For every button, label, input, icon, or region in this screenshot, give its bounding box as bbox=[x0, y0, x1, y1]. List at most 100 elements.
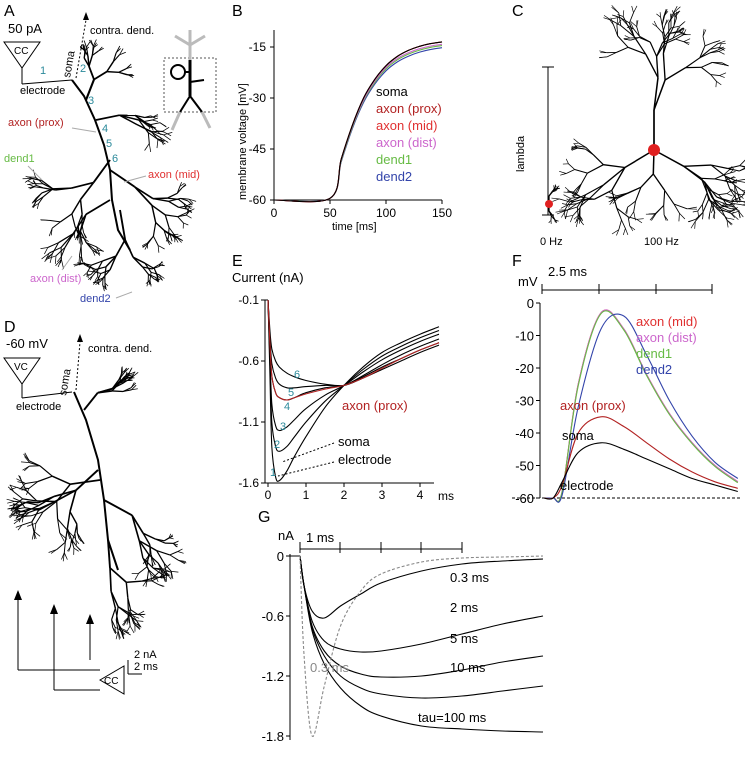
dendrite-branch bbox=[718, 209, 727, 219]
dendrite-branch bbox=[21, 517, 24, 523]
dendrite-branch bbox=[85, 199, 111, 216]
dendrite-branch bbox=[42, 500, 58, 513]
dendrite-branch bbox=[16, 478, 26, 484]
dendrite-branch bbox=[34, 186, 44, 189]
dendrite-branch bbox=[122, 629, 130, 634]
dendrite-branch bbox=[730, 171, 736, 174]
dendrite-branch bbox=[661, 24, 666, 38]
dendrite-branch bbox=[171, 571, 179, 573]
dendrite-branch bbox=[163, 134, 171, 141]
dendrite-branch bbox=[726, 219, 733, 225]
dendrite-branch bbox=[177, 216, 184, 224]
e-ytick-label: -0.6 bbox=[238, 354, 259, 368]
dendrite-branch bbox=[83, 40, 87, 48]
stim-arrow-3-icon bbox=[86, 614, 94, 624]
cc-amplifier-icon bbox=[3, 41, 41, 69]
dendrite-branch bbox=[656, 13, 661, 18]
dendrite-branch bbox=[75, 469, 99, 491]
dendrite-branch bbox=[594, 189, 613, 200]
dendrite-branch bbox=[92, 39, 97, 47]
dendrite-branch bbox=[157, 568, 162, 573]
dendrite-branch bbox=[718, 51, 725, 55]
dendrite-branch bbox=[78, 255, 80, 264]
g-label-tau-0-3: 0.3 ms bbox=[450, 570, 490, 585]
dendrite-branch bbox=[134, 186, 154, 200]
vc-contra-arrow bbox=[75, 341, 81, 391]
dendrite-branch bbox=[690, 221, 696, 229]
dendrite-branch bbox=[24, 178, 32, 183]
dendrite-branch bbox=[718, 193, 727, 196]
dendrite-branch bbox=[679, 21, 686, 27]
dendrite-branch bbox=[742, 204, 745, 206]
dendrite-branch bbox=[580, 172, 588, 185]
dendrite-branch bbox=[57, 518, 68, 531]
dendrite-branch bbox=[55, 246, 66, 257]
dendrite-branch bbox=[34, 198, 38, 203]
dendrite-branch bbox=[618, 12, 622, 26]
b-ytick-label: -30 bbox=[249, 91, 267, 105]
dendrite-branch bbox=[34, 523, 37, 534]
dendrite-branch bbox=[158, 274, 163, 281]
dendrite-branch bbox=[95, 266, 107, 271]
f-ytick-label: -10 bbox=[515, 329, 534, 344]
panel-g: G nA 1 ms 0 -0.6 -1.2 -1.8 0.3 ms 2 ms 5 ms… bbox=[258, 509, 544, 744]
dendrite-branch bbox=[88, 65, 95, 80]
dendrite-branch bbox=[585, 148, 594, 156]
dendrite-branch bbox=[179, 182, 182, 187]
dendrite-branch bbox=[738, 210, 744, 218]
dendrite-branch bbox=[585, 184, 605, 196]
cc-amplifier-d-icon bbox=[99, 665, 125, 695]
dendrite-branch bbox=[41, 188, 54, 194]
e-xtick-label: 1 bbox=[303, 488, 310, 502]
dendrite-branch bbox=[683, 29, 687, 35]
dendrite-branch bbox=[66, 529, 71, 540]
dendrite-branch bbox=[722, 202, 729, 206]
dendritic-tree-d bbox=[6, 366, 187, 640]
dendrite-branch bbox=[699, 48, 711, 59]
dendrite-branch bbox=[662, 36, 666, 54]
dendrite-branch bbox=[119, 209, 127, 240]
pointer-axon-mid bbox=[123, 175, 147, 183]
dendrite-branch bbox=[14, 518, 21, 521]
vc-clamp-value: -60 mV bbox=[6, 336, 48, 351]
dendrite-branch bbox=[26, 504, 40, 512]
dendrite-branch bbox=[721, 205, 731, 210]
dendrite-branch bbox=[734, 184, 739, 195]
dendrite-branch bbox=[124, 239, 134, 258]
dendrite-branch bbox=[737, 193, 744, 199]
dendrite-branch bbox=[713, 40, 720, 43]
dendrite-branch bbox=[727, 165, 740, 169]
dendrite-branch bbox=[636, 20, 639, 27]
dendrite-branch bbox=[670, 25, 680, 29]
dendrite-branch bbox=[125, 63, 132, 69]
dendrite-branch bbox=[15, 510, 27, 513]
dendrite-branch bbox=[630, 37, 640, 39]
dendrite-branch bbox=[616, 229, 620, 236]
dendrite-branch bbox=[13, 518, 21, 525]
f-series-axon-prox bbox=[543, 416, 738, 500]
site-number-5: 5 bbox=[106, 138, 112, 150]
dendrite-branch bbox=[737, 193, 741, 201]
dendrite-branch bbox=[77, 213, 83, 226]
dendrite-branch bbox=[723, 169, 730, 176]
dendrite-branch bbox=[151, 130, 164, 136]
dendrite-branch bbox=[589, 184, 605, 199]
dendrite-branch bbox=[636, 219, 643, 224]
clamp-value: 50 pA bbox=[8, 21, 42, 36]
dendrite-branch bbox=[704, 181, 718, 198]
dendrite-branch bbox=[673, 17, 677, 27]
site-number-3: 3 bbox=[88, 95, 94, 107]
dendrite-branch bbox=[712, 61, 722, 65]
dendrite-branch bbox=[115, 606, 119, 621]
dendrite-branch bbox=[115, 630, 119, 640]
dendrite-branch bbox=[659, 12, 661, 18]
dendrite-branch bbox=[571, 147, 578, 151]
dendrite-branch bbox=[22, 465, 30, 471]
dendrite-branch bbox=[106, 70, 119, 74]
dendrite-branch bbox=[678, 30, 685, 34]
dendrite-branch bbox=[578, 217, 584, 226]
dendrite-branch bbox=[742, 204, 745, 206]
dendrite-branch bbox=[132, 256, 144, 268]
scale-time: 2 ms bbox=[134, 661, 158, 673]
dendrite-branch bbox=[117, 606, 130, 616]
